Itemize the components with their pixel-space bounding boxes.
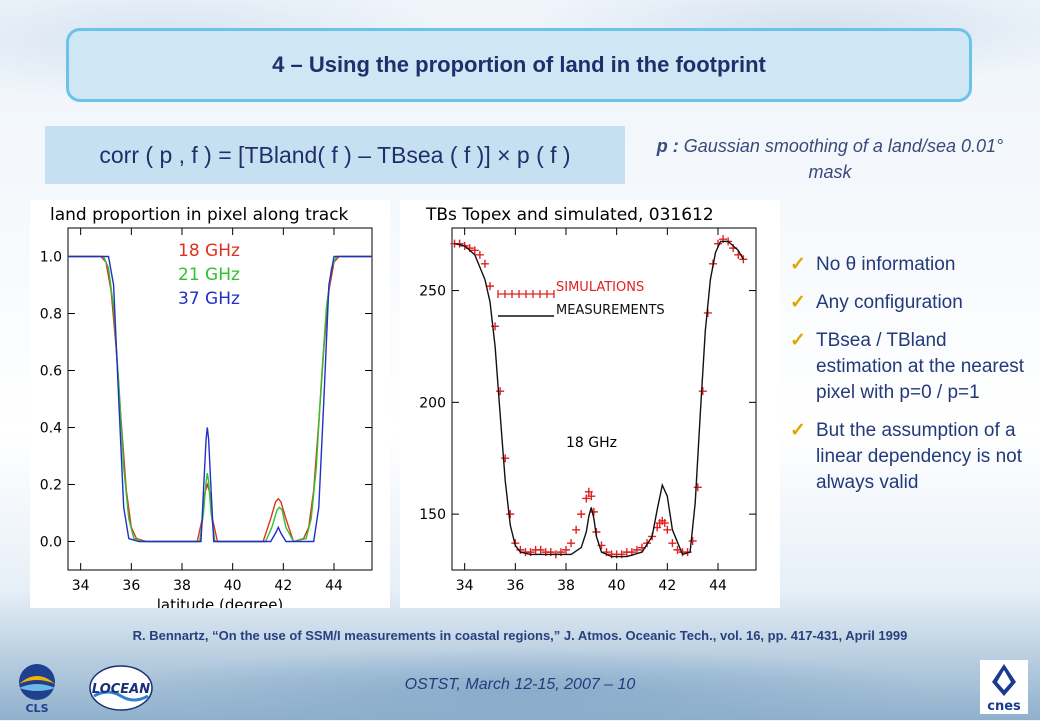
checkmark-icon: ✓ (790, 420, 806, 441)
cnes-logo-icon: cnes (980, 660, 1028, 714)
bullet-item: ✓ No θ information (790, 252, 1030, 278)
bullet-text: No θ information (816, 254, 956, 275)
title-box: 4 – Using the proportion of land in the … (66, 28, 972, 102)
legend-marker-simulations (497, 290, 555, 298)
note-lead: p : (656, 136, 679, 156)
x-tick-label: 38 (173, 578, 191, 594)
cnes-logo-text: cnes (987, 699, 1021, 714)
y-tick-label: 0.6 (40, 364, 62, 380)
chart-title: TBs Topex and simulated, 031612 (425, 205, 714, 225)
series-point-marker (567, 539, 576, 548)
note-text: Gaussian smoothing of a land/sea 0.01° m… (678, 136, 1004, 182)
slide-title: 4 – Using the proportion of land in the … (272, 52, 766, 77)
reference-citation: R. Bennartz, “On the use of SSM/I measur… (132, 628, 908, 643)
x-tick-label: 42 (658, 578, 676, 594)
locean-logo: LOCEAN (88, 662, 154, 714)
series-line (454, 240, 744, 558)
bullet-list: ✓ No θ information ✓ Any configuration ✓ TB… (790, 252, 1030, 508)
x-tick-label: 42 (274, 578, 292, 594)
series-point-marker (693, 483, 702, 492)
x-tick-label: 34 (456, 578, 474, 594)
y-tick-label: 0.2 (40, 478, 62, 494)
legend-entry: 21 GHz (178, 265, 240, 285)
series-point-marker (653, 523, 662, 532)
locean-logo-icon: LOCEAN (89, 665, 153, 711)
land-proportion-plot: land proportion in pixel along track 34 36… (30, 200, 390, 614)
series-point-marker (562, 545, 570, 554)
p-definition-note: p : Gaussian smoothing of a land/sea 0.0… (640, 133, 1020, 185)
bullet-text: TBsea / TBland estimation at the nearest… (816, 330, 1025, 403)
series-point-marker (589, 507, 598, 516)
series-point-marker (470, 246, 479, 255)
series-point-marker (501, 454, 510, 463)
series-point-marker (480, 259, 489, 268)
bullet-text: Any configuration (816, 292, 963, 313)
series-point-marker (584, 487, 593, 496)
x-axis-label: latitude (degree) (157, 596, 284, 608)
y-tick-label: 150 (419, 507, 446, 523)
x-tick-label: 40 (608, 578, 626, 594)
plot-frame (67, 227, 373, 571)
x-tick-label: 44 (709, 578, 727, 594)
series-point-marker (739, 255, 748, 264)
chart-annotation: 18 GHz (566, 435, 617, 451)
checkmark-icon: ✓ (790, 330, 806, 351)
y-tick-label: 0.8 (40, 307, 62, 323)
legend-entry: MEASUREMENTS (556, 303, 665, 318)
y-tick-label: 250 (419, 284, 446, 300)
x-tick-label: 36 (506, 578, 524, 594)
x-tick-label: 34 (72, 578, 90, 594)
bullet-item: ✓ Any configuration (790, 290, 1030, 316)
cls-logo-text: CLS (25, 702, 48, 715)
y-tick-label: 1.0 (40, 250, 62, 266)
y-tick-label: 200 (419, 395, 446, 411)
series-point-marker (572, 525, 581, 534)
series-point-marker (632, 545, 641, 554)
locean-logo-text: LOCEAN (92, 682, 150, 697)
cnes-logo: cnes (976, 658, 1032, 716)
cls-logo: CLS (10, 660, 64, 716)
y-tick-label: 0.4 (40, 421, 62, 437)
bullet-item: ✓ But the assumption of a linear dependen… (790, 418, 1030, 496)
series-point-marker (668, 539, 677, 548)
formula-text: corr ( p , f ) = [TBland( f ) – TBsea ( … (99, 141, 571, 168)
x-tick-label: 38 (557, 578, 575, 594)
bullet-text: But the assumption of a linear dependenc… (816, 420, 1022, 493)
tb-simulation-svg: TBs Topex and simulated, 031612 34 36 38 40 4… (419, 205, 757, 594)
plot-frame (451, 227, 757, 571)
tb-simulation-plot: TBs Topex and simulated, 031612 34 36 38 40 4… (400, 200, 780, 608)
cls-logo-icon: CLS (19, 664, 55, 715)
series-point-marker (486, 282, 494, 291)
legend-entry: 37 GHz (178, 289, 240, 309)
series-point-marker (698, 387, 707, 396)
series-point-marker (577, 510, 586, 519)
bullet-item: ✓ TBsea / TBland estimation at the neares… (790, 328, 1030, 406)
series-point-marker (536, 545, 545, 554)
x-tick-label: 36 (122, 578, 140, 594)
series-point-marker (660, 519, 669, 528)
legend-entry: SIMULATIONS (556, 280, 644, 295)
footer-text: OSTST, March 12-15, 2007 – 10 (404, 676, 636, 693)
land-proportion-svg: land proportion in pixel along track 34 36… (40, 205, 373, 614)
series-line (68, 255, 372, 543)
series-point-marker (663, 525, 672, 534)
checkmark-icon: ✓ (790, 254, 806, 275)
series-point-marker (496, 387, 505, 396)
series-point-marker (475, 250, 484, 259)
x-tick-label: 40 (224, 578, 242, 594)
series-point-marker (587, 492, 596, 501)
legend-entry: 18 GHz (178, 241, 240, 261)
x-tick-label: 44 (325, 578, 343, 594)
checkmark-icon: ✓ (790, 292, 806, 313)
y-tick-label: 0.0 (40, 535, 62, 551)
formula-box: corr ( p , f ) = [TBland( f ) – TBsea ( … (45, 126, 625, 184)
series-point-marker (506, 510, 515, 519)
chart-title: land proportion in pixel along track (50, 205, 349, 225)
series-point-marker (582, 494, 591, 503)
series-point-marker (688, 536, 697, 545)
